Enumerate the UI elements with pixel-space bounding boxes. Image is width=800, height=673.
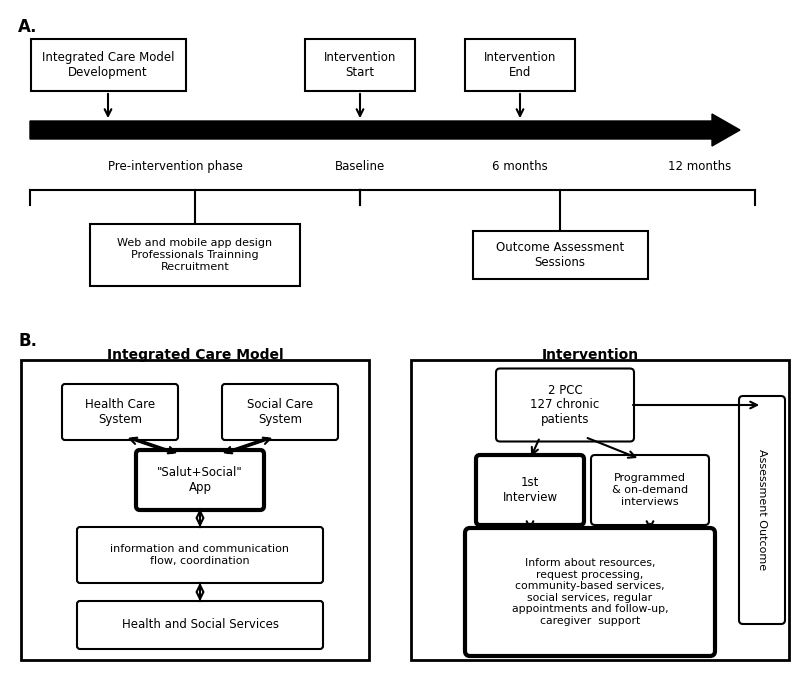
Text: Inform about resources,
request processing,
community-based services,
social ser: Inform about resources, request processi… <box>512 558 668 626</box>
Text: Social Care
System: Social Care System <box>247 398 313 426</box>
FancyBboxPatch shape <box>30 39 186 91</box>
Text: 2 PCC
127 chronic
patients: 2 PCC 127 chronic patients <box>530 384 600 427</box>
Text: Integrated Care Model
Development: Integrated Care Model Development <box>42 51 174 79</box>
Text: Pre-intervention phase: Pre-intervention phase <box>107 160 242 173</box>
FancyBboxPatch shape <box>21 360 369 660</box>
FancyBboxPatch shape <box>77 601 323 649</box>
Text: Health and Social Services: Health and Social Services <box>122 618 278 631</box>
Text: Intervention
End: Intervention End <box>484 51 556 79</box>
FancyBboxPatch shape <box>411 360 789 660</box>
Text: B.: B. <box>18 332 37 350</box>
FancyBboxPatch shape <box>77 527 323 583</box>
Text: Intervention
Start: Intervention Start <box>324 51 396 79</box>
Text: Intervention: Intervention <box>542 348 638 362</box>
FancyBboxPatch shape <box>465 528 715 656</box>
FancyBboxPatch shape <box>305 39 415 91</box>
FancyBboxPatch shape <box>222 384 338 440</box>
Text: Integrated Care Model: Integrated Care Model <box>106 348 283 362</box>
Text: information and communication
flow, coordination: information and communication flow, coor… <box>110 544 290 566</box>
Text: Assessment Outcome: Assessment Outcome <box>757 450 767 571</box>
FancyBboxPatch shape <box>476 455 584 525</box>
FancyBboxPatch shape <box>62 384 178 440</box>
FancyBboxPatch shape <box>591 455 709 525</box>
FancyArrow shape <box>30 114 740 146</box>
Text: 1st
Interview: 1st Interview <box>502 476 558 504</box>
FancyBboxPatch shape <box>136 450 264 510</box>
Text: Programmed
& on-demand
interviews: Programmed & on-demand interviews <box>612 473 688 507</box>
Text: Web and mobile app design
Professionals Trainning
Recruitment: Web and mobile app design Professionals … <box>118 238 273 272</box>
Text: 6 months: 6 months <box>492 160 548 173</box>
Text: A.: A. <box>18 18 38 36</box>
FancyBboxPatch shape <box>496 369 634 441</box>
FancyBboxPatch shape <box>90 224 300 286</box>
Text: 12 months: 12 months <box>668 160 732 173</box>
FancyBboxPatch shape <box>739 396 785 624</box>
FancyBboxPatch shape <box>473 231 647 279</box>
Text: Health Care
System: Health Care System <box>85 398 155 426</box>
Text: Baseline: Baseline <box>335 160 385 173</box>
FancyBboxPatch shape <box>465 39 575 91</box>
Text: Outcome Assessment
Sessions: Outcome Assessment Sessions <box>496 241 624 269</box>
Text: "Salut+Social"
App: "Salut+Social" App <box>157 466 243 494</box>
